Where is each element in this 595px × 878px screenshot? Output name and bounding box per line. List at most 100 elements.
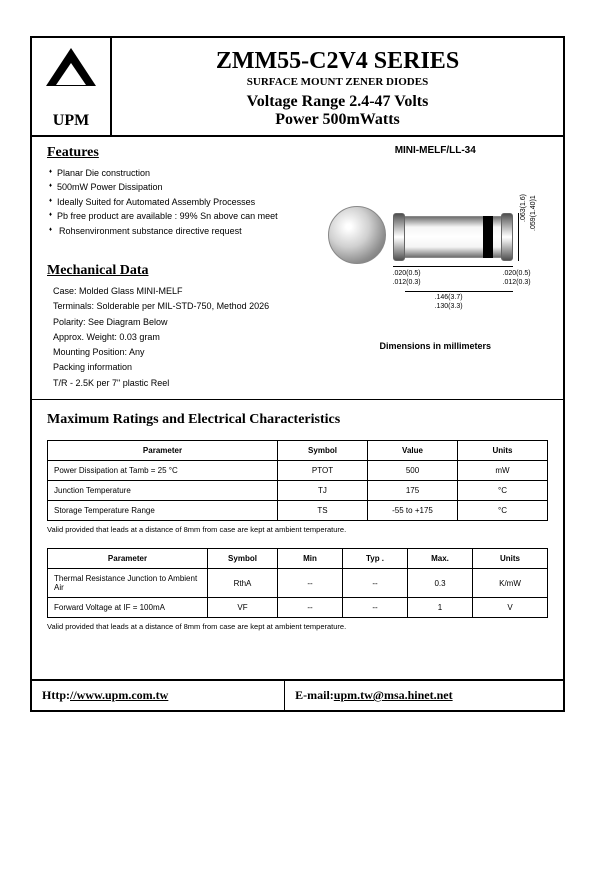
title-main: ZMM55-C2V4 SERIES <box>117 48 558 75</box>
right-column: MINI-MELF/LL-34 .020(0.5) .012(0.3) .020… <box>323 145 548 391</box>
dim-len-min: .130(3.3) <box>435 303 463 310</box>
footer-email: upm.tw@msa.hinet.net <box>334 688 453 702</box>
feature-item: Pb free product are available : 99% Sn a… <box>49 209 323 223</box>
mech-item: Approx. Weight: 0.03 gram <box>53 330 323 345</box>
cell-min: -- <box>278 569 343 598</box>
cell-param: Forward Voltage at IF = 100mA <box>48 598 208 618</box>
col-header: Value <box>368 441 458 461</box>
package-diagram: .020(0.5) .012(0.3) .020(0.5) .012(0.3) … <box>323 166 548 326</box>
cell-symbol: VF <box>208 598 278 618</box>
diode-end-view-icon <box>328 206 386 264</box>
max-ratings-title: Maximum Ratings and Electrical Character… <box>47 412 548 428</box>
dim-cap-min: .012(0.3) <box>393 279 421 286</box>
mech-item: T/R - 2.5K per 7" plastic Reel <box>53 376 323 391</box>
table-row: Storage Temperature Range TS -55 to +175… <box>48 501 548 521</box>
dim-cap-max-r: .020(0.5) <box>503 270 531 277</box>
cell-param: Thermal Resistance Junction to Ambient A… <box>48 569 208 598</box>
col-header: Symbol <box>208 549 278 569</box>
cell-units: mW <box>458 461 548 481</box>
dim-cap-min-r: .012(0.3) <box>503 279 531 286</box>
diode-right-cap-icon <box>501 213 513 261</box>
ratings-table-1: Parameter Symbol Value Units Power Dissi… <box>47 440 548 521</box>
two-column-layout: Features Planar Die construction 500mW P… <box>47 145 548 391</box>
body-section: Features Planar Die construction 500mW P… <box>32 137 563 679</box>
mechanical-title: Mechanical Data <box>47 263 323 279</box>
logo-triangle-icon <box>46 48 96 86</box>
power-rating: Power 500mWatts <box>117 111 558 129</box>
title-cell: ZMM55-C2V4 SERIES SURFACE MOUNT ZENER DI… <box>112 38 563 135</box>
mechanical-list: Case: Molded Glass MINI-MELF Terminals: … <box>47 284 323 391</box>
footer-email-cell: E-mail:upm.tw@msa.hinet.net <box>285 681 563 710</box>
col-header: Parameter <box>48 549 208 569</box>
cell-symbol: TJ <box>278 481 368 501</box>
cell-max: 1 <box>408 598 473 618</box>
footer-url-cell: Http://www.upm.com.tw <box>32 681 285 710</box>
dim-line <box>405 291 513 292</box>
mech-item: Mounting Position: Any <box>53 345 323 360</box>
title-subtitle: SURFACE MOUNT ZENER DIODES <box>117 76 558 88</box>
table-row: Forward Voltage at IF = 100mA VF -- -- 1… <box>48 598 548 618</box>
logo-text: UPM <box>53 112 89 130</box>
col-header: Units <box>458 441 548 461</box>
footer-row: Http://www.upm.com.tw E-mail:upm.tw@msa.… <box>32 679 563 710</box>
cell-param: Junction Temperature <box>48 481 278 501</box>
dim-line <box>518 213 519 261</box>
ratings-table-2: Parameter Symbol Min Typ . Max. Units Th… <box>47 548 548 618</box>
diode-cathode-band-icon <box>483 216 493 258</box>
mech-item: Terminals: Solderable per MIL-STD-750, M… <box>53 299 323 314</box>
table-row: Power Dissipation at Tamb = 25 °C PTOT 5… <box>48 461 548 481</box>
cell-symbol: RthA <box>208 569 278 598</box>
page-frame: UPM ZMM55-C2V4 SERIES SURFACE MOUNT ZENE… <box>30 36 565 712</box>
footer-url-label: Http: <box>42 688 70 702</box>
footer-email-label: E-mail: <box>295 688 334 702</box>
cell-value: 500 <box>368 461 458 481</box>
cell-units: °C <box>458 481 548 501</box>
mech-item: Case: Molded Glass MINI-MELF <box>53 284 323 299</box>
dim-line <box>393 266 513 267</box>
col-header: Max. <box>408 549 473 569</box>
cell-param: Storage Temperature Range <box>48 501 278 521</box>
cell-units: °C <box>458 501 548 521</box>
cell-units: V <box>473 598 548 618</box>
table-row: Junction Temperature TJ 175 °C <box>48 481 548 501</box>
cell-typ: -- <box>343 598 408 618</box>
dim-h-max: .063(1.6) <box>520 194 527 222</box>
cell-units: K/mW <box>473 569 548 598</box>
cell-value: 175 <box>368 481 458 501</box>
table2-note: Valid provided that leads at a distance … <box>47 622 548 631</box>
cell-symbol: TS <box>278 501 368 521</box>
footer-url: //www.upm.com.tw <box>70 688 168 702</box>
cell-typ: -- <box>343 569 408 598</box>
table-header-row: Parameter Symbol Value Units <box>48 441 548 461</box>
feature-item: 500mW Power Dissipation <box>49 180 323 194</box>
header-row: UPM ZMM55-C2V4 SERIES SURFACE MOUNT ZENE… <box>32 38 563 137</box>
left-column: Features Planar Die construction 500mW P… <box>47 145 323 391</box>
col-header: Parameter <box>48 441 278 461</box>
dimensions-note: Dimensions in millimeters <box>323 341 548 351</box>
cell-value: -55 to +175 <box>368 501 458 521</box>
table-row: Thermal Resistance Junction to Ambient A… <box>48 569 548 598</box>
logo-cell: UPM <box>32 38 112 135</box>
dim-cap-max: .020(0.5) <box>393 270 421 277</box>
cell-param: Power Dissipation at Tamb = 25 °C <box>48 461 278 481</box>
cell-min: -- <box>278 598 343 618</box>
features-title: Features <box>47 145 323 161</box>
diode-left-cap-icon <box>393 213 405 261</box>
col-header: Min <box>278 549 343 569</box>
features-list: Planar Die construction 500mW Power Diss… <box>47 166 323 238</box>
dim-len-max: .146(3.7) <box>435 294 463 301</box>
feature-item: Ideally Suited for Automated Assembly Pr… <box>49 195 323 209</box>
col-header: Units <box>473 549 548 569</box>
voltage-range: Voltage Range 2.4-47 Volts <box>117 93 558 111</box>
table-header-row: Parameter Symbol Min Typ . Max. Units <box>48 549 548 569</box>
section-divider <box>32 399 563 400</box>
table1-note: Valid provided that leads at a distance … <box>47 525 548 534</box>
mech-item: Packing information <box>53 360 323 375</box>
package-label: MINI-MELF/LL-34 <box>323 145 548 156</box>
cell-max: 0.3 <box>408 569 473 598</box>
cell-symbol: PTOT <box>278 461 368 481</box>
feature-item: Rohsenvironment substance directive requ… <box>49 224 323 238</box>
col-header: Typ . <box>343 549 408 569</box>
feature-item: Planar Die construction <box>49 166 323 180</box>
col-header: Symbol <box>278 441 368 461</box>
